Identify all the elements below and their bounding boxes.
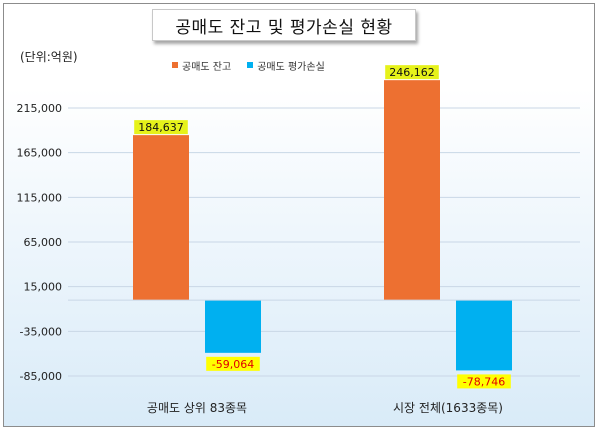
y-tick-label: 215,000 xyxy=(17,102,63,115)
unit-label: (단위:억원) xyxy=(20,50,78,64)
legend-item-loss: 공매도 평가손실 xyxy=(247,58,325,73)
bar xyxy=(456,300,512,371)
data-label: 246,162 xyxy=(389,66,435,79)
y-tick-label: -85,000 xyxy=(20,370,62,383)
y-tick-label: 65,000 xyxy=(24,236,63,249)
x-category-label: 시장 전체(1633종목) xyxy=(393,401,503,415)
y-tick-label: 165,000 xyxy=(17,147,63,160)
y-tick-label: -35,000 xyxy=(20,325,62,338)
data-label: 184,637 xyxy=(138,121,184,134)
y-tick-label: 115,000 xyxy=(17,191,63,204)
y-tick-label: 15,000 xyxy=(24,281,63,294)
x-category-label: 공매도 상위 83종목 xyxy=(147,401,247,415)
data-label-bg xyxy=(134,120,188,135)
legend: 공매도 잔고 공매도 평가손실 xyxy=(172,58,341,73)
legend-label-balance: 공매도 잔고 xyxy=(182,61,232,73)
data-label: -78,746 xyxy=(463,375,505,388)
data-label-bg xyxy=(457,374,511,389)
chart-title-text: 공매도 잔고 및 평가손실 현황 xyxy=(175,17,393,38)
bar xyxy=(205,300,261,353)
bar xyxy=(133,135,189,301)
legend-item-balance: 공매도 잔고 xyxy=(172,58,231,73)
data-label-bg xyxy=(385,65,439,80)
data-label-bg xyxy=(206,356,260,371)
legend-swatch-balance xyxy=(172,62,178,68)
chart-title: 공매도 잔고 및 평가손실 현황 xyxy=(152,9,416,41)
data-label: -59,064 xyxy=(212,358,254,371)
legend-label-loss: 공매도 평가손실 xyxy=(257,61,325,73)
legend-swatch-loss xyxy=(247,62,254,68)
bar xyxy=(384,80,440,301)
